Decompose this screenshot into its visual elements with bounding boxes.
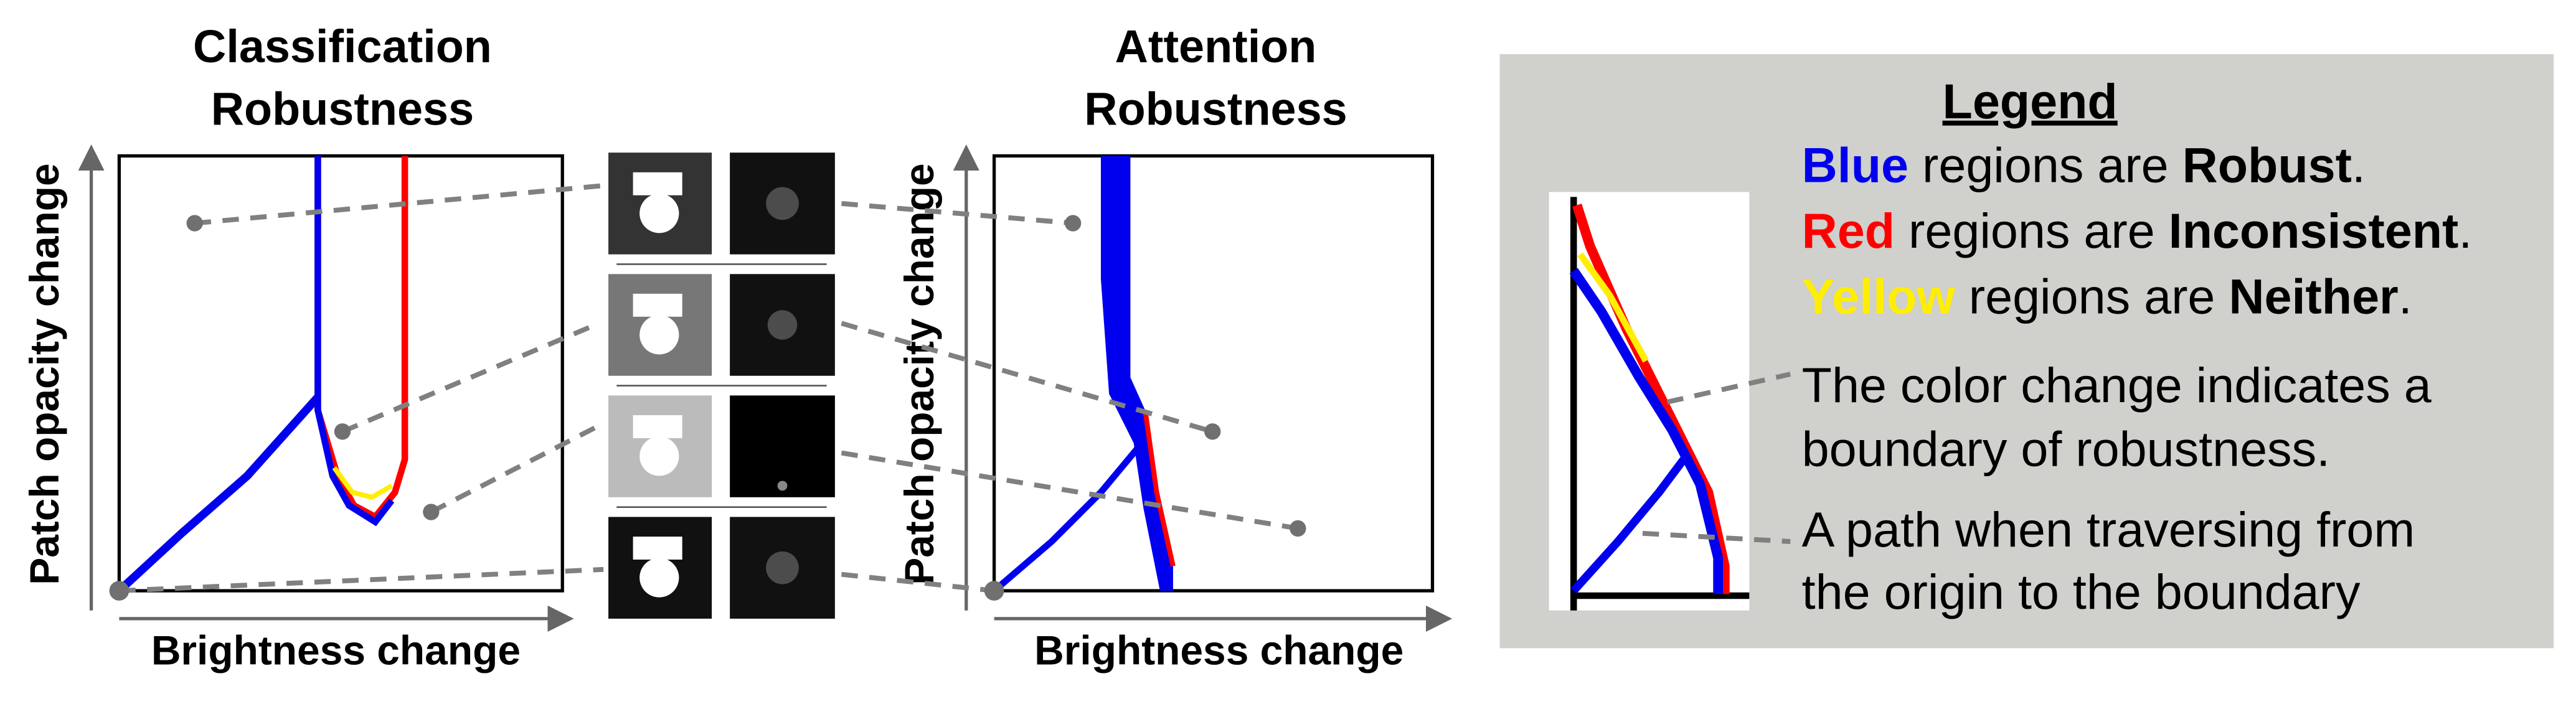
boundary-blue bbox=[314, 156, 395, 527]
text-part: Neither bbox=[2229, 269, 2398, 324]
legend-item: Blue regions are Robust. bbox=[1802, 138, 2366, 193]
text-part: regions are bbox=[1895, 203, 2169, 258]
text-part: Inconsistent bbox=[2169, 203, 2459, 258]
legend-note: boundary of robustness. bbox=[1802, 421, 2330, 477]
legend-note: the origin to the boundary bbox=[1802, 564, 2361, 619]
text-part: regions are bbox=[1955, 269, 2229, 324]
legend-note: The color change indicates a bbox=[1802, 357, 2432, 413]
legend-yellow bbox=[1577, 252, 1649, 363]
text-part: . bbox=[2399, 269, 2412, 324]
panel-title: Classification bbox=[193, 21, 492, 72]
text-part: . bbox=[2458, 203, 2472, 258]
y-axis-label: Patch opacity change bbox=[896, 163, 942, 584]
text-part: Blue bbox=[1802, 138, 1908, 193]
boundary-yellow bbox=[332, 466, 394, 500]
boundary-path bbox=[116, 394, 321, 594]
legend-blue bbox=[1569, 268, 1724, 594]
x-axis-label: Brightness change bbox=[151, 627, 521, 673]
plot-frame bbox=[992, 154, 1435, 593]
x-axis-label: Brightness change bbox=[1034, 627, 1404, 673]
text-part: regions are bbox=[1908, 138, 2182, 193]
legend-path bbox=[1570, 457, 1687, 594]
connectors bbox=[109, 182, 1306, 601]
boundary-path bbox=[992, 441, 1144, 594]
legend-note: A path when traversing from bbox=[1802, 502, 2415, 557]
text-part: Red bbox=[1802, 203, 1895, 258]
panel-title: Robustness bbox=[211, 83, 474, 134]
text-part: Yellow bbox=[1802, 269, 1956, 324]
legend-item: Yellow regions are Neither. bbox=[1802, 269, 2412, 324]
panel-title: Attention bbox=[1115, 21, 1317, 72]
boundary-red bbox=[1143, 410, 1176, 567]
legend-title: Legend bbox=[1943, 73, 2118, 129]
y-axis-label: Patch opacity change bbox=[21, 163, 67, 584]
legend-item: Red regions are Inconsistent. bbox=[1802, 203, 2473, 258]
text-part: . bbox=[2352, 138, 2366, 193]
panel-title: Robustness bbox=[1084, 83, 1347, 134]
text-part: Robust bbox=[2182, 138, 2352, 193]
thumbnails bbox=[608, 153, 835, 619]
